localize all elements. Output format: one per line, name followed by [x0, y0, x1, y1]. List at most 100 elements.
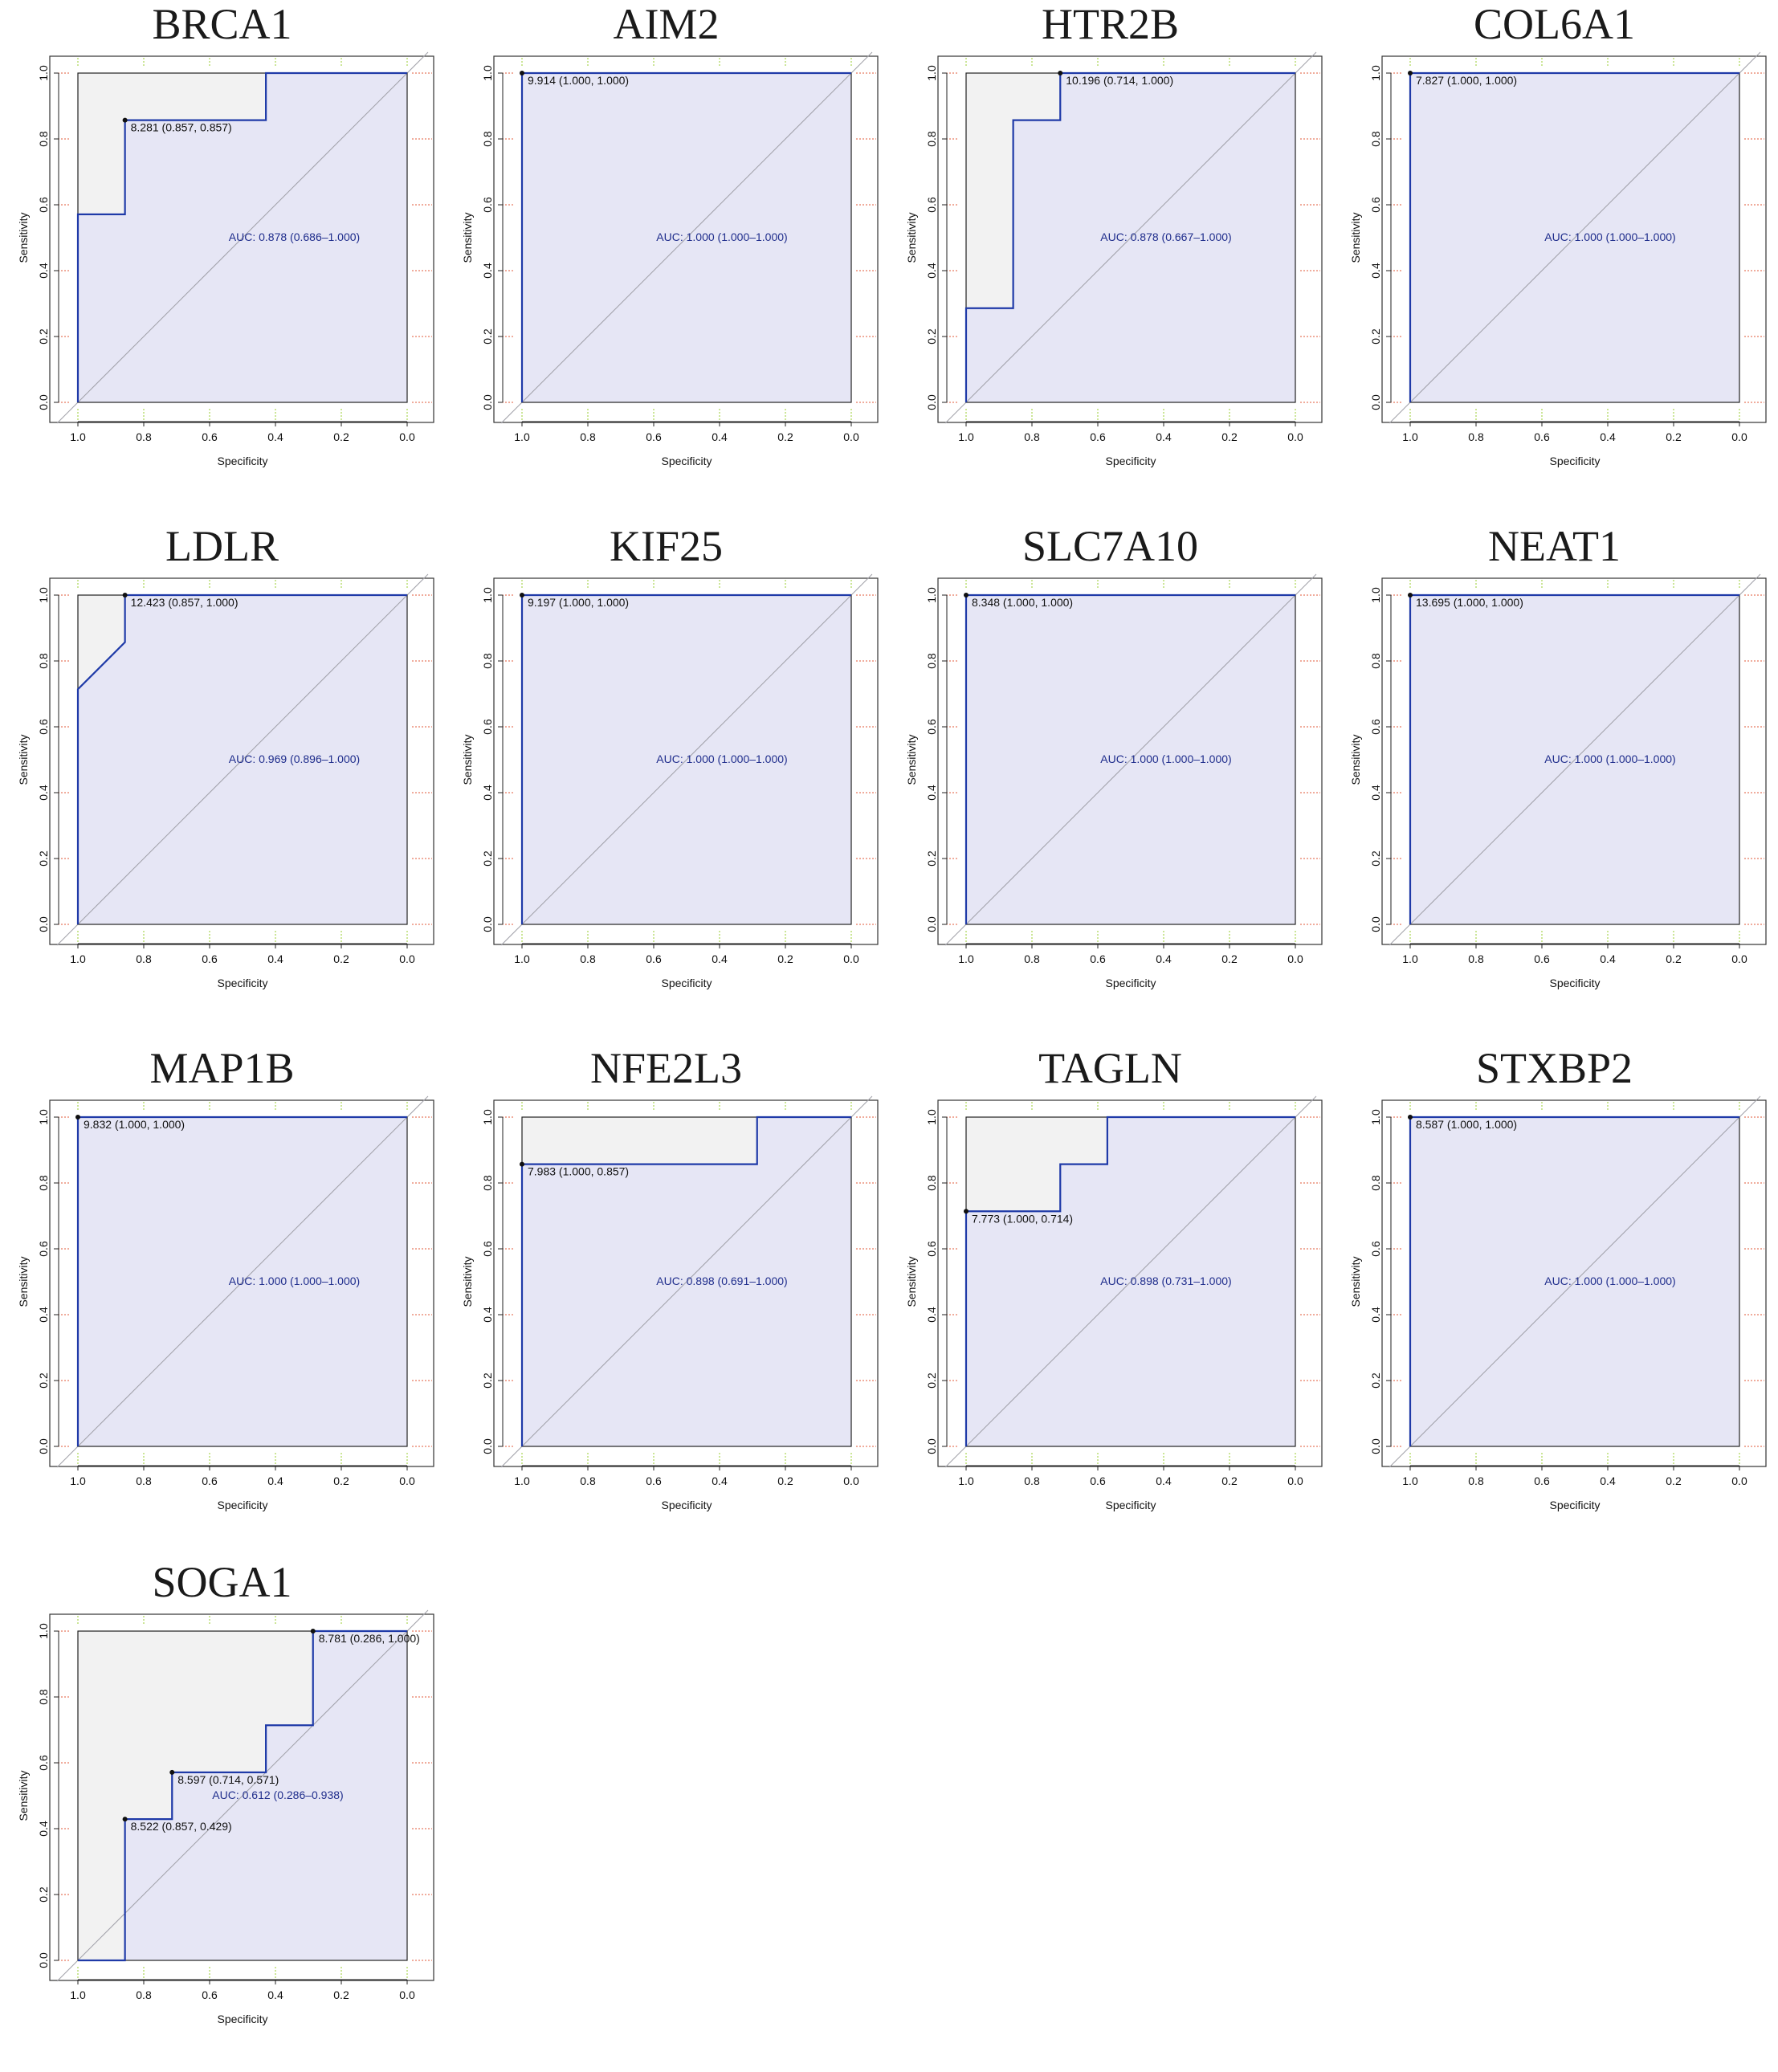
y-tick-label: 0.2: [925, 328, 938, 345]
y-axis-title: Sensitivity: [461, 212, 474, 263]
x-tick-label: 1.0: [1402, 430, 1418, 443]
auc-label: AUC: 1.000 (1.000–1.000): [1544, 230, 1675, 243]
y-tick-label: 0.8: [1369, 653, 1382, 669]
y-tick-label: 0.0: [925, 394, 938, 410]
threshold-label: 9.832 (1.000, 1.000): [84, 1118, 185, 1131]
x-tick-label: 0.0: [399, 952, 415, 965]
x-tick-label: 0.8: [1468, 1474, 1484, 1487]
x-axis-title: Specificity: [1549, 977, 1600, 989]
y-tick-label: 0.6: [481, 197, 494, 213]
y-tick-label: 0.0: [925, 916, 938, 932]
y-tick-label: 0.4: [37, 1821, 50, 1837]
threshold-label: 7.773 (1.000, 0.714): [972, 1212, 1073, 1225]
x-tick-label: 0.0: [843, 430, 859, 443]
x-tick-label: 1.0: [514, 1474, 530, 1487]
chart-title: BRCA1: [152, 0, 292, 48]
chart-title: SOGA1: [152, 1558, 292, 1606]
x-tick-label: 1.0: [70, 430, 86, 443]
y-tick-label: 0.4: [37, 263, 50, 279]
x-tick-label: 0.4: [1156, 1474, 1172, 1487]
x-tick-label: 0.0: [843, 952, 859, 965]
y-axis-title: Sensitivity: [17, 1256, 30, 1307]
y-tick-label: 0.0: [1369, 916, 1382, 932]
chart-title: KIF25: [609, 522, 723, 570]
chart-title: NEAT1: [1488, 522, 1621, 570]
y-tick-label: 1.0: [1369, 1109, 1382, 1125]
x-tick-label: 0.6: [646, 952, 662, 965]
threshold-label: 9.197 (1.000, 1.000): [528, 596, 629, 609]
y-tick-label: 1.0: [1369, 587, 1382, 603]
roc-plot: 1.0 0.8 0.6 0.4 0.2 0.0 0.0 0.2 0.4 0.6 0.8 1.0 Spec…: [1349, 51, 1767, 467]
threshold-label: 8.781 (0.286, 1.000): [319, 1632, 420, 1645]
x-tick-label: 1.0: [70, 1474, 86, 1487]
x-tick-label: 0.4: [267, 1988, 283, 2001]
x-tick-label: 0.8: [1468, 430, 1484, 443]
y-tick-label: 1.0: [37, 587, 50, 603]
y-tick-label: 0.4: [37, 785, 50, 801]
best-threshold-point: [520, 1161, 524, 1167]
y-tick-label: 0.4: [1369, 1307, 1382, 1323]
chart-title: COL6A1: [1474, 0, 1635, 48]
roc-plot: 1.0 0.8 0.6 0.4 0.2 0.0 0.0 0.2 0.4 0.6 0.8 1.0 Spec…: [17, 1095, 434, 1511]
roc-curve: [76, 593, 407, 924]
x-tick-label: 0.2: [333, 430, 349, 443]
x-axis-title: Specificity: [217, 2013, 267, 2025]
outer-frame: [937, 577, 1323, 945]
y-tick-label: 0.6: [1369, 1241, 1382, 1257]
diagonal-reference: [56, 573, 429, 946]
x-axis-title: Specificity: [1549, 1499, 1600, 1511]
y-tick-label: 0.6: [481, 1241, 494, 1257]
roc-panel-brca1: BRCA1 1.0 0.8 0.6 0.4 0.2 0.0 0.0 0.2 0.4 0.6 0.8 1.…: [0, 0, 444, 514]
x-tick-label: 0.6: [646, 1474, 662, 1487]
y-tick-label: 0.8: [37, 1175, 50, 1191]
chart-title: AIM2: [613, 0, 720, 48]
x-tick-label: 0.4: [1156, 952, 1172, 965]
auc-label: AUC: 1.000 (1.000–1.000): [1100, 753, 1231, 765]
x-tick-label: 0.2: [1666, 1474, 1682, 1487]
plot-box: [77, 1630, 408, 1961]
y-tick-label: 0.6: [481, 719, 494, 735]
y-tick-label: 0.4: [925, 1307, 938, 1323]
threshold-label: 7.827 (1.000, 1.000): [1416, 74, 1517, 87]
y-tick-label: 0.0: [481, 394, 494, 410]
y-tick-label: 0.2: [37, 328, 50, 345]
diagonal-reference: [56, 51, 429, 424]
x-tick-label: 0.6: [1090, 1474, 1106, 1487]
y-tick-label: 0.0: [481, 1438, 494, 1454]
threshold-label: 8.587 (1.000, 1.000): [1416, 1118, 1517, 1131]
x-tick-label: 0.6: [646, 430, 662, 443]
x-tick-label: 0.2: [333, 1988, 349, 2001]
y-tick-label: 0.8: [37, 131, 50, 147]
roc-plot: 1.0 0.8 0.6 0.4 0.2 0.0 0.0 0.2 0.4 0.6 0.8 1.0 Spec…: [461, 1095, 879, 1511]
roc-panel-htr2b: HTR2B 1.0 0.8 0.6 0.4 0.2 0.0 0.0 0.2 0.4 0.6 0.8 1.…: [888, 0, 1332, 514]
threshold-label: 10.196 (0.714, 1.000): [1066, 74, 1173, 87]
x-tick-label: 0.4: [1600, 952, 1616, 965]
threshold-label: 7.983 (1.000, 0.857): [528, 1165, 629, 1178]
x-tick-label: 0.6: [202, 1474, 218, 1487]
outer-frame: [49, 1613, 434, 1981]
x-tick-label: 0.8: [136, 430, 152, 443]
best-threshold-point: [310, 1629, 316, 1634]
x-tick-label: 0.8: [580, 430, 596, 443]
x-axis-title: Specificity: [661, 455, 712, 467]
x-axis-title: Specificity: [1105, 1499, 1156, 1511]
x-tick-label: 0.0: [1287, 952, 1303, 965]
y-tick-label: 1.0: [37, 1623, 50, 1639]
y-tick-label: 0.4: [481, 1307, 494, 1323]
x-tick-label: 0.4: [267, 1474, 283, 1487]
best-threshold-point: [122, 117, 128, 123]
x-tick-label: 0.0: [1731, 1474, 1747, 1487]
x-tick-label: 0.8: [1468, 952, 1484, 965]
x-tick-label: 0.0: [1287, 430, 1303, 443]
y-axis-title: Sensitivity: [1349, 212, 1362, 263]
y-tick-label: 0.2: [481, 1372, 494, 1389]
roc-panel-slc7a10: SLC7A10 1.0 0.8 0.6 0.4 0.2 0.0 0.0 0.2 0.4 0.6 0.8…: [888, 522, 1332, 1036]
x-tick-label: 1.0: [70, 952, 86, 965]
roc-plot: 1.0 0.8 0.6 0.4 0.2 0.0 0.0 0.2 0.4 0.6 0.8 1.0 Spec…: [17, 1609, 434, 2025]
x-axis-title: Specificity: [661, 1499, 712, 1511]
x-tick-label: 0.6: [202, 952, 218, 965]
threshold-label: 9.914 (1.000, 1.000): [528, 74, 629, 87]
chart-title: TAGLN: [1038, 1044, 1182, 1092]
y-tick-label: 1.0: [1369, 65, 1382, 81]
roc-plot: 1.0 0.8 0.6 0.4 0.2 0.0 0.0 0.2 0.4 0.6 0.8 1.0 Spec…: [461, 51, 879, 467]
